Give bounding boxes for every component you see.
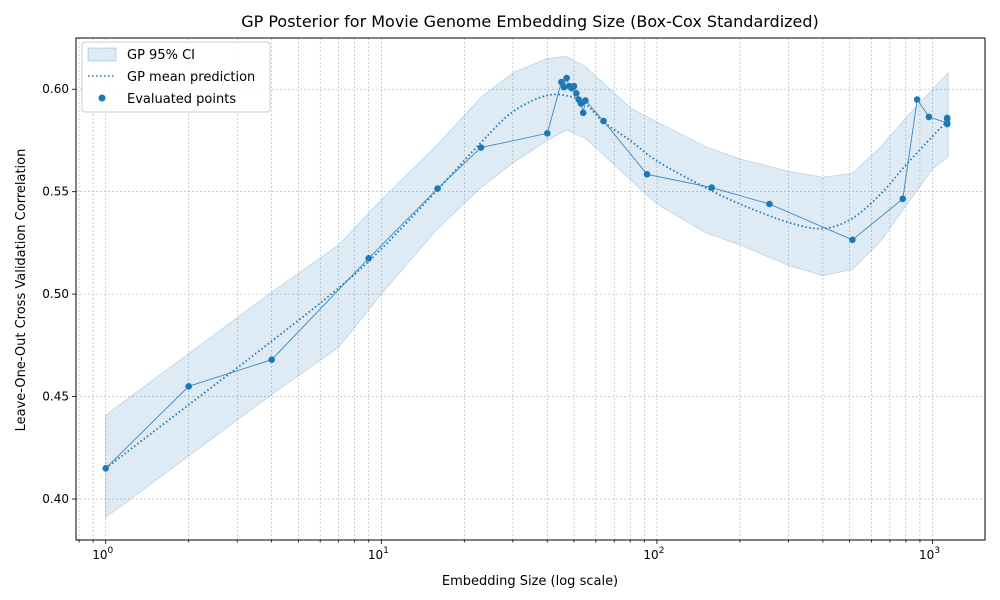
data-point-layer [102,74,951,472]
legend: GP 95% CI GP mean prediction Evaluated p… [81,41,271,113]
data-point [434,185,441,192]
data-point [766,200,773,208]
chart-title: GP Posterior for Movie Genome Embedding … [241,12,819,31]
legend-points-label: Evaluated points [127,92,236,107]
data-point [185,383,192,390]
gp-mean-line [105,93,949,470]
data-point [943,115,951,123]
data-point [558,78,565,86]
y-tick-label: 0.40 [42,492,69,506]
y-tick-label: 0.50 [42,287,69,301]
data-point [560,83,568,91]
data-point [365,254,373,262]
y-tick-label: 0.45 [42,390,69,404]
data-point [563,74,570,82]
y-tick-label: 0.55 [42,185,69,199]
data-point [913,96,921,103]
legend-box [81,41,271,113]
data-point [600,117,607,125]
data-point [899,195,907,203]
data-point [849,236,856,244]
grid [76,38,985,540]
data-point [570,82,578,90]
data-point [573,90,580,97]
data-point [544,130,551,137]
data-point [643,171,651,178]
data-point [925,113,933,121]
x-axis-label: Embedding Size (log scale) [442,574,618,589]
legend-points-swatch [98,94,106,102]
data-point [582,97,589,104]
data-point [579,109,587,117]
confidence-band-layer [105,55,949,519]
legend-ci-label: GP 95% CI [127,48,195,63]
y-tick-label: 0.60 [42,82,69,96]
legend-mean-label: GP mean prediction [127,70,255,85]
data-point [477,144,485,151]
data-point [102,465,109,472]
plot-frame [75,37,986,541]
data-point [268,356,276,364]
data-point [708,184,715,191]
data-point [943,120,951,128]
y-axis-label: Leave-One-Out Cross Validation Correlati… [14,149,29,432]
confidence-band [105,55,949,519]
legend-ci-swatch [87,47,117,62]
